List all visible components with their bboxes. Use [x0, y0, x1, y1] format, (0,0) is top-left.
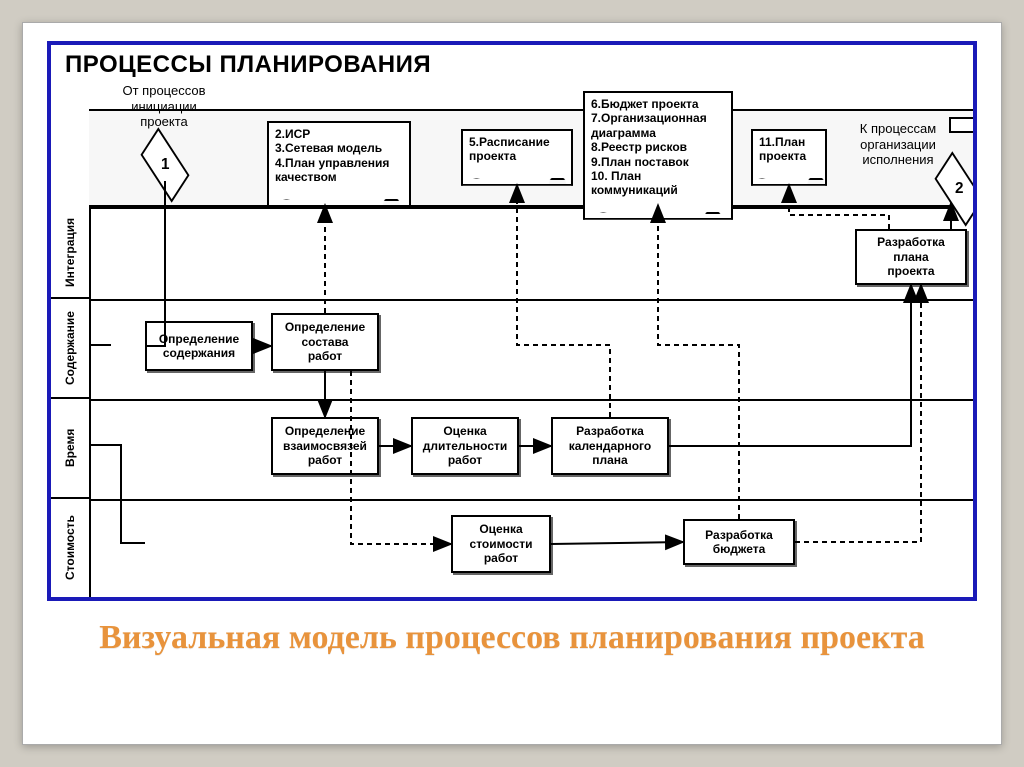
edge [551, 542, 683, 544]
node-n-def-links: Определениевзаимосвязейработ [271, 417, 379, 475]
node-n-est-dur: Оценкадлительностиработ [411, 417, 519, 475]
node-n-est-cost: Оценкастоимостиработ [451, 515, 551, 573]
diagram-title: ПРОЦЕССЫ ПЛАНИРОВАНИЯ [65, 51, 431, 79]
node-n-dev-sched: Разработкакалендарногоплана [551, 417, 669, 475]
header-text-to-proc: К процессаморганизацииисполнения [843, 121, 953, 168]
lane-divider [89, 299, 973, 301]
doc-doc-bud: 6.Бюджет проекта7.Организационнаядиаграм… [583, 91, 733, 214]
node-n-dev-budget: Разработкабюджета [683, 519, 795, 565]
diagram-frame: ПРОЦЕССЫ ПЛАНИРОВАНИЯ ИнтеграцияСодержан… [47, 41, 977, 601]
slide: ПРОЦЕССЫ ПЛАНИРОВАНИЯ ИнтеграцияСодержан… [22, 22, 1002, 745]
node-n-def-works: Определениесоставаработ [271, 313, 379, 371]
lane-divider [89, 207, 973, 209]
lane-label-integration: Интеграция [51, 207, 89, 299]
lane-divider [89, 399, 973, 401]
edge [669, 285, 911, 446]
lane-label-time: Время [51, 399, 89, 499]
doc-doc-sched: 5.Расписаниепроекта [461, 129, 573, 180]
node-n-def-content: Определениесодержания [145, 321, 253, 371]
lane-label-content: Содержание [51, 299, 89, 399]
header-text-from-proc: От процессовинициациипроекта [109, 83, 219, 130]
slide-caption: Визуальная модель процессов планирования… [47, 617, 977, 660]
edge [517, 185, 610, 417]
edge [795, 285, 921, 542]
lane-divider [89, 499, 973, 501]
arrow-out-icon [949, 117, 977, 133]
doc-doc-plan: 11.Планпроекта [751, 129, 827, 180]
node-n-dev-plan: Разработкапланапроекта [855, 229, 967, 285]
lane-label-cost: Стоимость [51, 499, 89, 599]
edge [658, 205, 739, 519]
edge [91, 445, 145, 543]
doc-doc-isr: 2.ИСР3.Сетевая модель4.План управленияка… [267, 121, 411, 201]
